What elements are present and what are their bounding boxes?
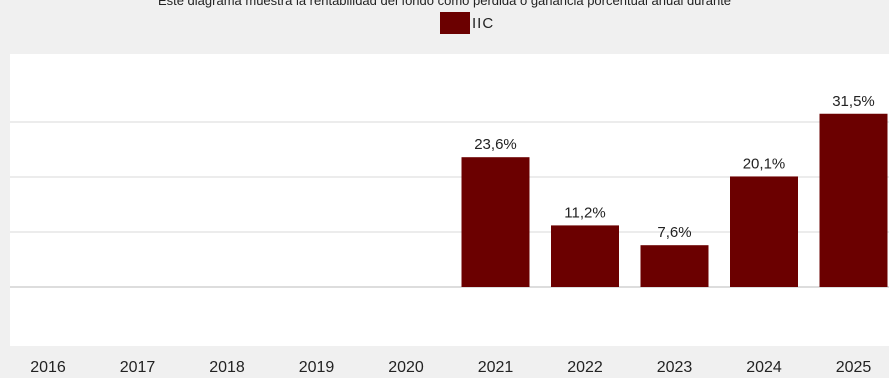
bar <box>819 113 888 287</box>
x-tick-label: 2019 <box>299 359 335 376</box>
x-tick-label: 2024 <box>746 359 782 376</box>
bar-value-label: 31,5% <box>832 93 875 110</box>
x-tick-label: 2025 <box>836 359 872 376</box>
legend-swatch <box>440 12 470 34</box>
chart-legend: IIC <box>440 12 494 34</box>
x-tick-label: 2018 <box>209 359 245 376</box>
chart-caption: Este diagrama muestra la rentabilidad de… <box>157 0 732 8</box>
x-tick-label: 2022 <box>567 359 603 376</box>
bar-value-label: 23,6% <box>474 136 517 153</box>
bar <box>640 245 709 287</box>
bar <box>730 176 798 287</box>
legend-label: IIC <box>472 14 495 32</box>
x-tick-label: 2021 <box>478 359 514 376</box>
bar-value-label: 20,1% <box>743 155 786 172</box>
x-tick-label: 2017 <box>120 359 156 376</box>
bar-value-label: 11,2% <box>564 204 605 221</box>
bar <box>461 157 530 287</box>
bar <box>551 225 619 287</box>
x-tick-label: 2016 <box>30 359 66 376</box>
x-tick-label: 2023 <box>657 359 693 376</box>
bar-value-label: 7,6% <box>657 224 691 241</box>
x-tick-label: 2020 <box>388 359 424 376</box>
